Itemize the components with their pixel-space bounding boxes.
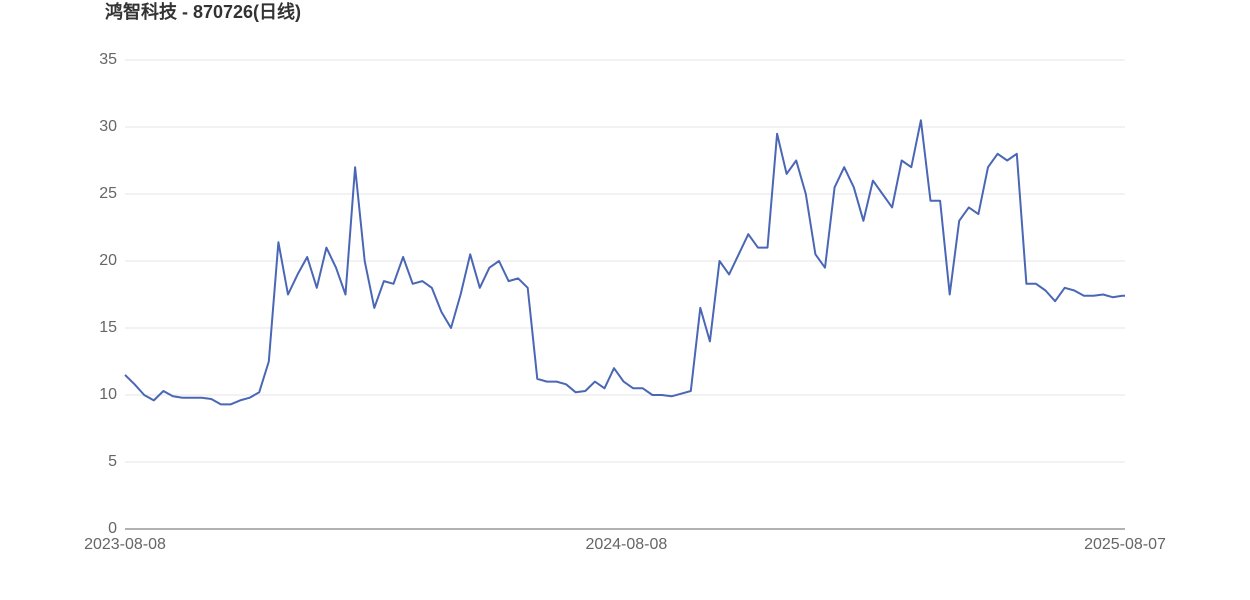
y-tick-label: 15 [99, 319, 117, 336]
y-tick-label: 10 [99, 386, 117, 403]
price-line [124, 119, 1125, 406]
y-tick-label: 25 [99, 185, 117, 202]
x-tick-label: 2025-08-07 [1084, 536, 1166, 553]
y-tick-label: 20 [99, 252, 117, 269]
y-tick-label: 30 [99, 118, 117, 135]
chart-title: 鸿智科技 - 870726(日线) [105, 1, 301, 22]
y-tick-label: 35 [99, 51, 117, 68]
x-tick-label: 2024-08-08 [585, 536, 667, 553]
x-tick-label: 2023-08-08 [84, 536, 166, 553]
y-tick-label: 5 [108, 453, 117, 470]
y-tick-label: 0 [108, 520, 117, 537]
